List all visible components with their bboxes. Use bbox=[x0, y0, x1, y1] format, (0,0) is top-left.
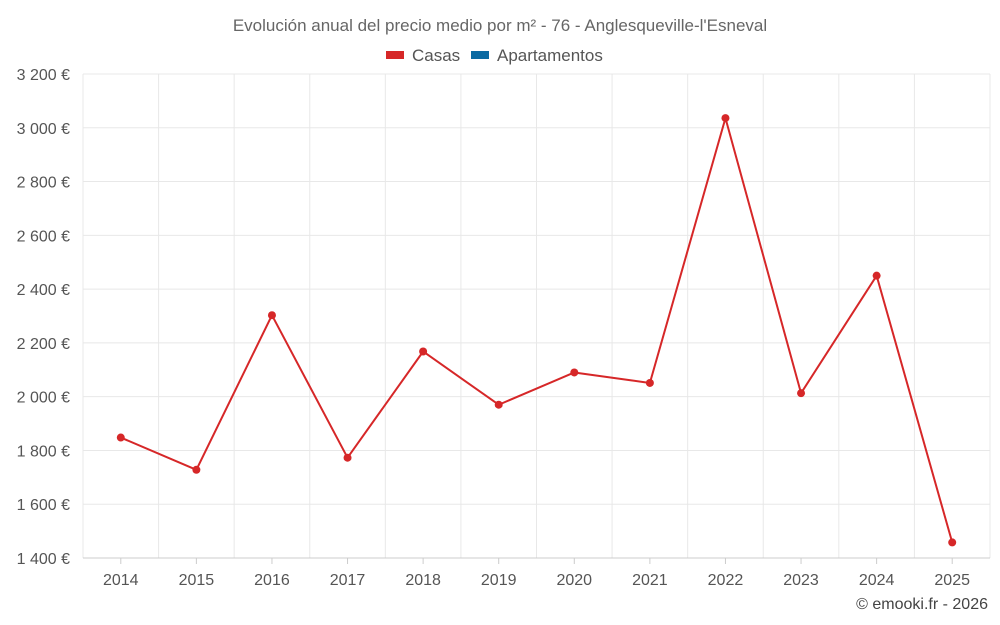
series-casas bbox=[116, 114, 957, 547]
data-point[interactable] bbox=[721, 114, 730, 123]
y-tick-label: 3 200 € bbox=[17, 67, 70, 84]
y-tick-label: 2 000 € bbox=[17, 390, 70, 407]
x-tick-label: 2015 bbox=[179, 572, 215, 589]
grid bbox=[82, 73, 991, 558]
x-tick-label: 2016 bbox=[254, 572, 290, 589]
x-tick-label: 2018 bbox=[405, 572, 441, 589]
data-point[interactable] bbox=[797, 389, 806, 398]
x-tick-label: 2025 bbox=[934, 572, 970, 589]
y-tick-label: 2 200 € bbox=[17, 336, 70, 353]
chart-title: Evolución anual del precio medio por m² … bbox=[233, 16, 767, 35]
legend-swatch-casas bbox=[386, 51, 404, 59]
data-point[interactable] bbox=[419, 347, 428, 356]
data-point[interactable] bbox=[645, 378, 654, 387]
data-point[interactable] bbox=[267, 311, 276, 320]
data-point[interactable] bbox=[116, 433, 125, 442]
x-tick-label: 2022 bbox=[708, 572, 744, 589]
legend-swatch-apartamentos bbox=[471, 51, 489, 59]
data-point[interactable] bbox=[343, 453, 352, 462]
y-tick-label: 3 000 € bbox=[17, 121, 70, 138]
y-tick-label: 1 400 € bbox=[17, 551, 70, 568]
credit-text: © emooki.fr - 2026 bbox=[856, 596, 988, 613]
x-tick-label: 2023 bbox=[783, 572, 819, 589]
data-point[interactable] bbox=[494, 400, 503, 409]
x-axis-ticks: 2014 2015 2016 2017 2018 2019 2020 2021 2022 2023… bbox=[103, 558, 970, 589]
y-tick-label: 1 600 € bbox=[17, 497, 70, 514]
legend-item-apartamentos[interactable]: Apartamentos bbox=[471, 46, 603, 65]
legend-label-apartamentos: Apartamentos bbox=[497, 46, 603, 65]
x-tick-label: 2017 bbox=[330, 572, 366, 589]
y-axis-ticks: 1 400 € 1 600 € 1 800 € 2 000 € 2 200 € 2 400… bbox=[17, 67, 70, 568]
x-tick-label: 2014 bbox=[103, 572, 139, 589]
y-tick-label: 2 800 € bbox=[17, 175, 70, 192]
x-tick-label: 2019 bbox=[481, 572, 517, 589]
x-tick-label: 2020 bbox=[556, 572, 592, 589]
data-point[interactable] bbox=[948, 538, 957, 547]
series-line-casas bbox=[120, 117, 954, 543]
legend: Casas Apartamentos bbox=[386, 46, 603, 65]
data-point[interactable] bbox=[192, 465, 201, 474]
y-tick-label: 1 800 € bbox=[17, 443, 70, 460]
legend-item-casas[interactable]: Casas bbox=[386, 46, 460, 65]
y-tick-label: 2 600 € bbox=[17, 228, 70, 245]
y-tick-label: 2 400 € bbox=[17, 282, 70, 299]
legend-label-casas: Casas bbox=[412, 46, 460, 65]
x-tick-label: 2024 bbox=[859, 572, 895, 589]
x-tick-label: 2021 bbox=[632, 572, 668, 589]
data-point[interactable] bbox=[570, 368, 579, 377]
data-point[interactable] bbox=[872, 271, 881, 280]
